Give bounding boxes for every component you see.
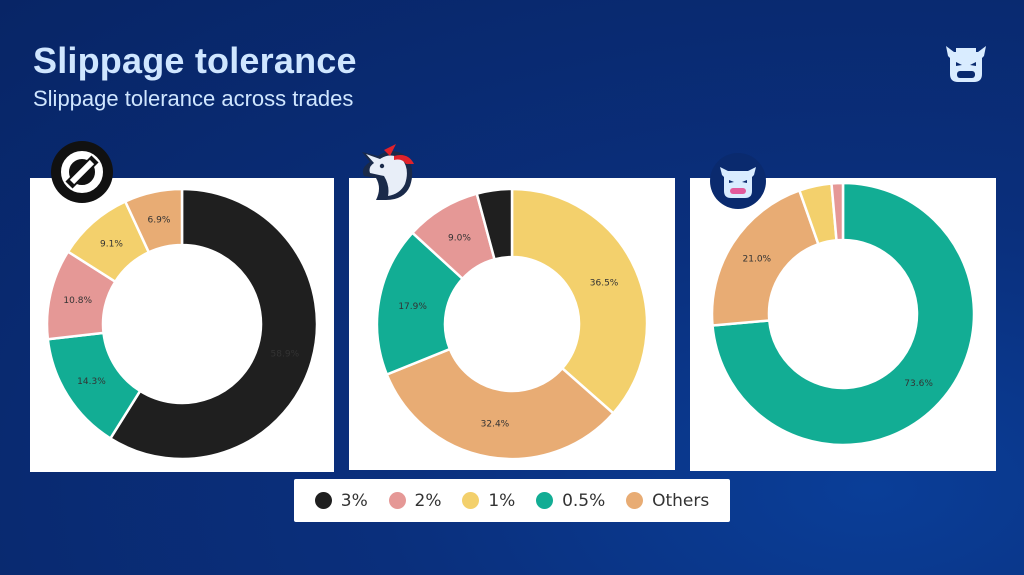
donut-slice-2 bbox=[830, 181, 845, 242]
legend-item-1pct: 1% bbox=[462, 491, 515, 511]
slice-value-label: 17.9% bbox=[398, 302, 427, 312]
slice-value-label: 36.5% bbox=[590, 278, 619, 288]
donut-slice-3 bbox=[475, 187, 514, 261]
legend-label: 3% bbox=[340, 490, 368, 511]
chart-legend: 3% 2% 1% 0.5% Others bbox=[294, 479, 730, 522]
donut-slice-1 bbox=[510, 187, 649, 416]
donut-chart-0x: 58.9% 14.3% 10.8% 9.1% 6.9% bbox=[45, 187, 319, 461]
donut-chart-1inch: 36.5% 32.4% 17.9% 9.0% bbox=[375, 187, 649, 461]
slice-value-label: 58.9% bbox=[271, 350, 300, 360]
slice-value-label: 21.0% bbox=[743, 255, 772, 265]
donut-slice-05 bbox=[711, 181, 976, 447]
slice-value-label: 73.6% bbox=[904, 379, 933, 389]
chart-panel-0x: 58.9% 14.3% 10.8% 9.1% 6.9% bbox=[30, 178, 334, 472]
legend-label: Others bbox=[652, 490, 710, 511]
page-subtitle: Slippage tolerance across trades bbox=[33, 86, 354, 111]
slice-value-label: 32.4% bbox=[481, 420, 510, 430]
legend-label: 2% bbox=[414, 490, 442, 511]
donut-slice-Others bbox=[123, 187, 184, 254]
legend-item-3pct: 3% bbox=[314, 490, 368, 511]
legend-label: 1% bbox=[488, 490, 516, 511]
legend-swatch bbox=[388, 492, 406, 509]
slice-value-label: 6.9% bbox=[148, 216, 171, 226]
cow-logo-icon bbox=[946, 46, 986, 82]
slice-value-label: 9.1% bbox=[100, 240, 123, 250]
chart-panel-1inch: 36.5% 32.4% 17.9% 9.0% bbox=[349, 178, 675, 470]
chart-panel-cow: 73.6% 21.0% bbox=[690, 178, 996, 471]
cow-logo-icon bbox=[710, 153, 766, 209]
legend-swatch bbox=[626, 492, 644, 509]
legend-item-others: Others bbox=[626, 491, 709, 511]
1inch-unicorn-logo-icon bbox=[362, 144, 414, 200]
donut-slice-Others bbox=[385, 347, 616, 461]
donut-slice-Others bbox=[710, 188, 820, 327]
slice-value-label: 14.3% bbox=[77, 377, 106, 387]
legend-item-05pct: 0.5% bbox=[536, 491, 605, 511]
legend-item-2pct: 2% bbox=[388, 490, 442, 511]
page-title: Slippage tolerance bbox=[33, 40, 357, 81]
legend-swatch bbox=[462, 492, 480, 509]
donut-chart-cow: 73.6% 21.0% bbox=[710, 181, 976, 447]
slice-value-label: 9.0% bbox=[448, 234, 471, 244]
0x-logo-icon bbox=[51, 141, 113, 203]
legend-label: 0.5% bbox=[562, 490, 606, 511]
legend-swatch bbox=[314, 492, 332, 509]
donut-slice-3 bbox=[108, 187, 319, 461]
legend-swatch bbox=[536, 492, 554, 509]
slice-value-label: 10.8% bbox=[63, 296, 92, 306]
